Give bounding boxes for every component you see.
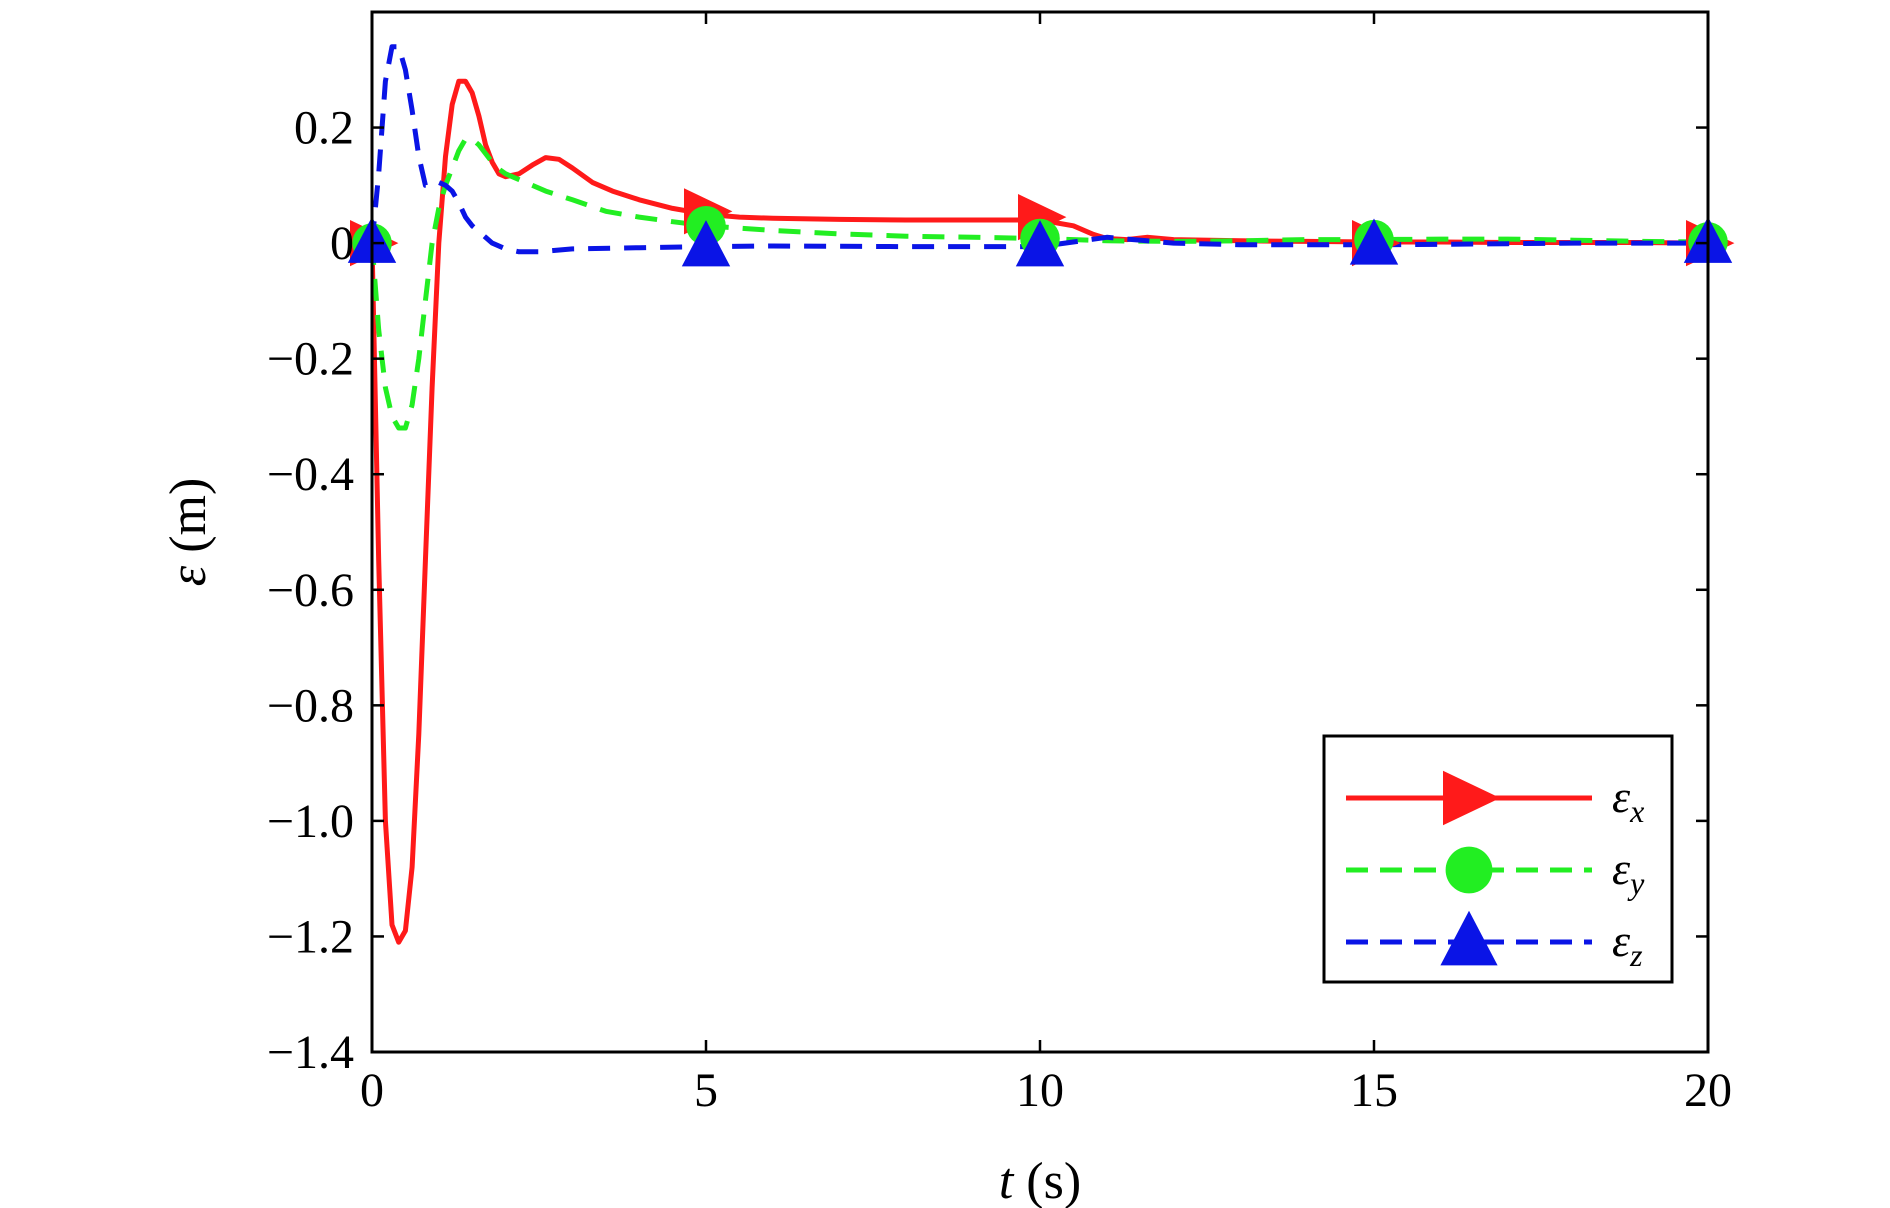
y-axis-unit: (m) — [160, 478, 217, 566]
legend-label-symbol: ε — [1612, 915, 1631, 966]
legend-marker-epsilon-z — [1440, 910, 1498, 966]
legend-label-subscript: z — [1629, 937, 1643, 973]
series-line-epsilon-z — [372, 44, 1708, 255]
x-axis-unit: (s) — [1013, 1153, 1081, 1208]
legend-label-epsilon-z: εz — [1612, 915, 1643, 973]
x-axis-variable: t — [999, 1153, 1015, 1208]
series-line-epsilon-y — [372, 136, 1708, 431]
marker-layer — [347, 188, 1735, 267]
y-axis-title: ε (m) — [160, 478, 217, 587]
series-line-epsilon-x — [372, 78, 1708, 945]
y-tick-label: −0.4 — [267, 448, 354, 501]
data-point-epsilon-z — [681, 220, 731, 267]
legend-label-subscript: y — [1627, 865, 1645, 901]
legend-label-symbol: ε — [1612, 771, 1631, 822]
legend-marker-epsilon-x — [1443, 770, 1501, 826]
x-tick-label: 0 — [360, 1064, 384, 1117]
ticks-layer: 0 5 10 15 20 0.2 0 −0.2 −0.4 −0.6 −0.8 −1.0 −1.2 −1.4 — [267, 12, 1732, 1117]
legend-label-subscript: x — [1629, 793, 1644, 829]
data-point-epsilon-z — [1349, 218, 1399, 265]
y-tick-label: −0.6 — [267, 564, 354, 617]
legend-label-epsilon-x: εx — [1612, 771, 1644, 829]
x-axis-title: t (s) — [999, 1153, 1081, 1208]
y-tick-label: −0.2 — [267, 333, 354, 386]
data-point-epsilon-z — [1015, 220, 1065, 267]
series-layer — [372, 44, 1708, 945]
y-tick-label: −0.8 — [267, 679, 354, 732]
y-tick-label: −1.2 — [267, 910, 354, 963]
x-tick-label: 5 — [694, 1064, 718, 1117]
x-tick-label: 10 — [1016, 1064, 1064, 1117]
x-tick-label: 20 — [1684, 1064, 1732, 1117]
y-tick-label: 0 — [330, 217, 354, 270]
legend-marker-epsilon-y — [1445, 846, 1493, 894]
y-axis-variable: ε — [160, 565, 217, 586]
y-tick-label: −1.4 — [267, 1026, 354, 1079]
y-tick-label: −1.0 — [267, 795, 354, 848]
y-tick-label: 0.2 — [294, 102, 354, 155]
legend-label-symbol: ε — [1612, 843, 1631, 894]
x-tick-label: 15 — [1350, 1064, 1398, 1117]
legend-label-epsilon-y: εy — [1612, 843, 1645, 901]
